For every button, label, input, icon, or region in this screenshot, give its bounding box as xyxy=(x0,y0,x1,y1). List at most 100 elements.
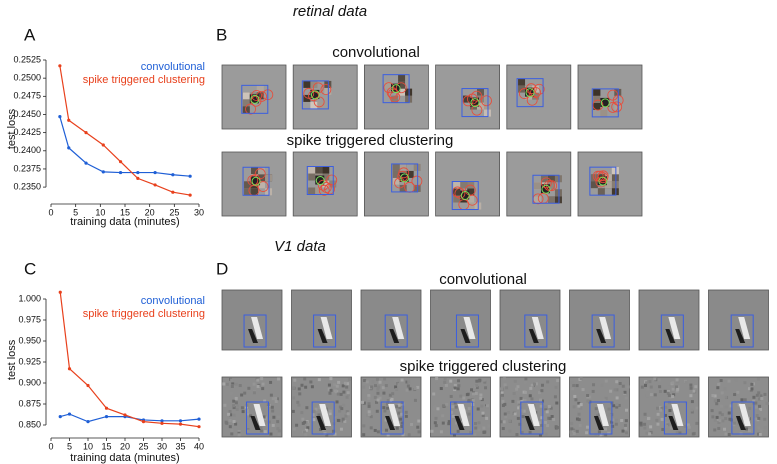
stripe xyxy=(250,416,261,430)
pixel xyxy=(666,390,670,394)
pixel xyxy=(439,430,443,434)
pixel xyxy=(392,170,400,178)
pixel xyxy=(646,387,650,391)
bbox xyxy=(301,80,329,110)
pixel xyxy=(400,378,404,382)
pixel xyxy=(487,424,491,428)
pixel xyxy=(520,409,524,413)
stripe xyxy=(665,329,676,343)
pixel xyxy=(593,88,601,96)
pixel xyxy=(271,409,275,413)
pixel xyxy=(523,380,527,384)
pixel xyxy=(759,394,763,398)
section-title: retinal data xyxy=(293,3,367,20)
pixel xyxy=(675,389,679,393)
cell-outline xyxy=(600,98,610,108)
pixel xyxy=(384,384,388,388)
pixel xyxy=(343,419,347,423)
image xyxy=(577,64,643,130)
pixel xyxy=(614,422,618,426)
pixel xyxy=(243,391,247,395)
pixel xyxy=(344,414,348,418)
pixel xyxy=(533,382,537,386)
pixel xyxy=(362,385,366,389)
pixel xyxy=(763,392,767,396)
cell-outline xyxy=(595,176,607,188)
pixel xyxy=(540,175,548,183)
pixel xyxy=(519,396,523,400)
pixel xyxy=(600,109,608,117)
pixel xyxy=(678,431,682,435)
pixel xyxy=(483,430,487,434)
pixel xyxy=(575,417,579,421)
pixel xyxy=(737,422,741,426)
pixel xyxy=(232,413,236,417)
panel-label: D xyxy=(216,259,228,278)
pixel xyxy=(577,404,581,408)
data-point xyxy=(123,413,127,417)
y-tick-label: 0.2350 xyxy=(13,181,41,191)
pixel xyxy=(754,405,758,409)
pixel xyxy=(521,415,525,419)
pixel xyxy=(439,387,443,391)
pixel xyxy=(505,386,509,390)
pixel xyxy=(450,410,454,414)
pixel xyxy=(432,392,436,396)
pixel xyxy=(479,396,483,400)
pixel xyxy=(659,408,663,412)
stripe xyxy=(735,416,746,430)
pixel xyxy=(579,406,583,410)
pixel xyxy=(658,385,662,389)
pixel xyxy=(571,387,575,391)
pixel xyxy=(310,101,318,109)
pixel xyxy=(728,417,732,421)
pixel xyxy=(382,391,386,395)
pixel xyxy=(760,397,764,401)
pixel xyxy=(229,391,233,395)
pixel xyxy=(716,386,720,390)
pixel xyxy=(667,394,671,398)
pixel xyxy=(690,408,694,412)
pixel xyxy=(269,432,273,436)
pixel xyxy=(485,404,489,408)
stripe xyxy=(463,317,476,339)
pixel xyxy=(501,404,505,408)
pixel xyxy=(609,389,613,393)
pixel xyxy=(234,401,238,405)
cell-outline xyxy=(592,170,604,182)
pixel xyxy=(577,410,581,414)
pixel xyxy=(405,388,409,392)
pixel xyxy=(240,406,244,410)
pixel xyxy=(753,417,757,421)
pixel xyxy=(612,404,616,408)
y-tick-label: 0.2450 xyxy=(13,109,41,119)
pixel xyxy=(663,389,667,393)
pixel xyxy=(572,405,576,409)
x-tick-label: 15 xyxy=(120,207,130,217)
pixel xyxy=(383,409,387,413)
pixel xyxy=(747,429,751,433)
x-axis-label: training data (minutes) xyxy=(70,216,179,228)
pixel xyxy=(395,405,399,409)
pixel xyxy=(503,383,507,387)
pixel xyxy=(517,400,521,404)
bbox xyxy=(242,166,270,196)
pixel xyxy=(382,406,386,410)
pixel xyxy=(639,423,643,427)
bbox xyxy=(660,314,684,348)
pixel xyxy=(375,378,379,382)
pixel xyxy=(328,391,332,395)
pixel xyxy=(230,384,234,388)
pixel xyxy=(540,383,544,387)
pixel xyxy=(475,379,479,383)
pixel xyxy=(305,421,309,425)
pixel xyxy=(413,398,417,402)
pixel xyxy=(500,387,504,391)
data-point xyxy=(101,143,105,147)
pixel xyxy=(400,421,404,425)
pixel xyxy=(404,414,408,418)
pixel xyxy=(398,88,406,96)
pixel xyxy=(556,379,560,383)
pixel xyxy=(345,410,349,414)
pixel xyxy=(691,432,695,436)
